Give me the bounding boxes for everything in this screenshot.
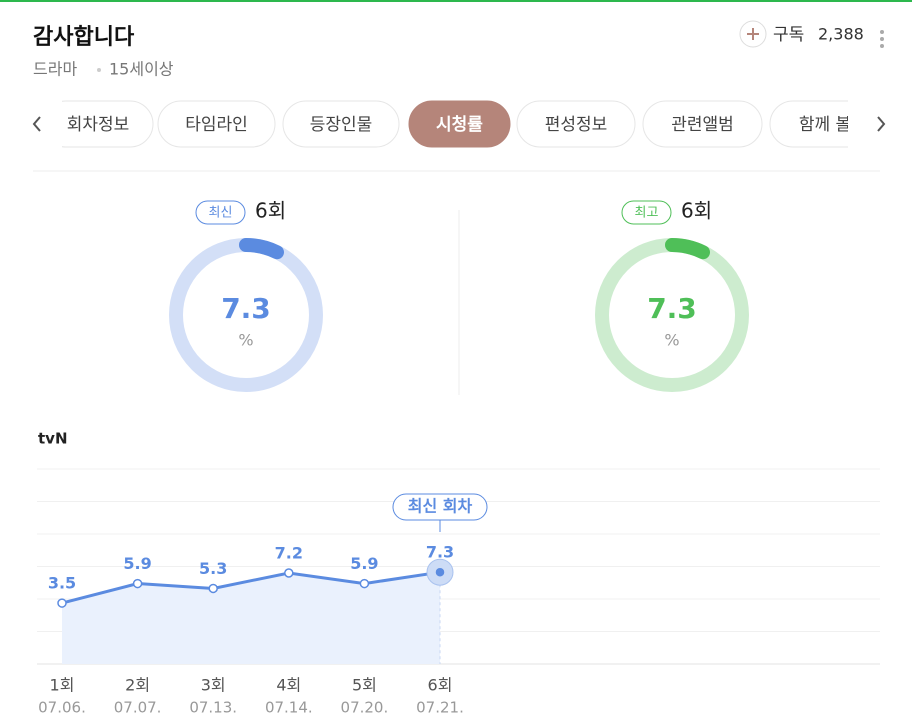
x-tick-label: 2회 xyxy=(125,676,150,695)
tab-bar: 회차정보 타임라인 등장인물 시청률 편성정보 관련앨범 함께 볼 xyxy=(43,100,880,148)
x-date-label: 07.07. xyxy=(114,699,162,717)
x-tick-label: 5회 xyxy=(352,676,377,695)
tab-pill xyxy=(157,100,276,148)
line xyxy=(61,570,441,605)
badge xyxy=(195,200,246,225)
tab-label: 등장인물 xyxy=(310,115,373,135)
tab-next[interactable] xyxy=(877,116,886,132)
tab[interactable]: 관련앨범 xyxy=(642,100,763,148)
episode: 6회 xyxy=(255,199,286,223)
x-date-label: 07.06. xyxy=(38,699,86,717)
point xyxy=(435,567,445,577)
tab-label: 회차정보 xyxy=(67,115,130,135)
rating-value: 7.3 xyxy=(221,292,271,325)
age-rating: 15세이상 xyxy=(109,60,174,79)
rating-value: 7.3 xyxy=(647,292,697,325)
tab-label: 타임라인 xyxy=(185,115,248,135)
rating-unit: % xyxy=(238,331,253,350)
genre: 드라마 xyxy=(33,60,77,79)
data-label: 7.3 xyxy=(426,543,454,562)
donut-arc xyxy=(169,238,323,392)
subscriber-count: 2,388 xyxy=(818,25,864,44)
tab-pill xyxy=(516,100,636,148)
point xyxy=(57,598,67,608)
point xyxy=(359,578,370,589)
x-date-label: 07.20. xyxy=(341,699,389,717)
tab-label: 관련앨범 xyxy=(671,115,734,135)
tab[interactable]: 타임라인 xyxy=(157,100,276,148)
x-date-label: 07.14. xyxy=(265,699,313,717)
tab-label: 함께 볼 xyxy=(799,115,851,135)
dot xyxy=(880,30,884,34)
tab-pill xyxy=(769,100,848,148)
x-tick-label: 4회 xyxy=(276,676,301,695)
point xyxy=(208,583,218,594)
point xyxy=(284,568,294,578)
badge-label: 최고 xyxy=(635,206,659,221)
data-label: 5.9 xyxy=(350,554,378,573)
tab[interactable]: 시청률 xyxy=(408,100,511,148)
tab[interactable]: 함께 볼 xyxy=(769,100,880,148)
data-label: 3.5 xyxy=(48,574,76,593)
dot xyxy=(880,37,884,41)
x-tick-label: 3회 xyxy=(201,676,226,695)
subscribe-button[interactable]: 구독 2,388 xyxy=(739,20,864,48)
badge xyxy=(621,200,672,225)
tab-prev[interactable] xyxy=(32,116,41,132)
tab[interactable]: 등장인물 xyxy=(282,100,400,148)
rating-card: 최고 6회 7.3% xyxy=(595,199,749,392)
dot xyxy=(880,44,884,48)
data-label: 7.2 xyxy=(275,544,303,563)
plus-icon xyxy=(747,28,759,40)
data-label: 5.9 xyxy=(123,554,151,573)
episode: 6회 xyxy=(681,199,712,223)
data-label: 5.3 xyxy=(199,559,227,578)
title: 감사합니다 xyxy=(33,24,135,50)
rating-card: 최신 6회 7.3% xyxy=(169,199,323,392)
x-date-label: 07.13. xyxy=(189,699,237,717)
tab[interactable]: 편성정보 xyxy=(516,100,636,148)
donut-arc xyxy=(595,238,749,392)
tab[interactable]: 회차정보 xyxy=(43,100,154,148)
more-menu[interactable] xyxy=(880,30,884,48)
point xyxy=(132,578,143,589)
tab-label: 편성정보 xyxy=(545,115,608,135)
tab-label: 시청률 xyxy=(436,114,483,135)
x-tick-label: 1회 xyxy=(50,676,75,695)
tab-pill xyxy=(62,100,154,148)
x-tick-label: 6회 xyxy=(428,676,453,695)
rating-unit: % xyxy=(664,331,679,350)
annotation: 최신 회차 xyxy=(408,497,473,516)
subscribe-label: 구독 xyxy=(773,25,804,45)
tab-pill xyxy=(642,100,763,148)
x-date-label: 07.21. xyxy=(416,699,464,717)
tab-pill xyxy=(408,100,511,148)
summary: 최신 6회 7.3% 최고 6회 7.3% xyxy=(169,199,749,392)
dot xyxy=(97,68,101,72)
badge-label: 최신 xyxy=(209,206,233,221)
area xyxy=(62,572,440,664)
chart-title: tvN xyxy=(38,430,68,448)
chart: tvN 3.5 1회 07.06. 5.9 2회 07.07. 5.3 3회 07.13. 7.2 4… xyxy=(37,430,880,717)
tab-pill xyxy=(282,100,400,148)
